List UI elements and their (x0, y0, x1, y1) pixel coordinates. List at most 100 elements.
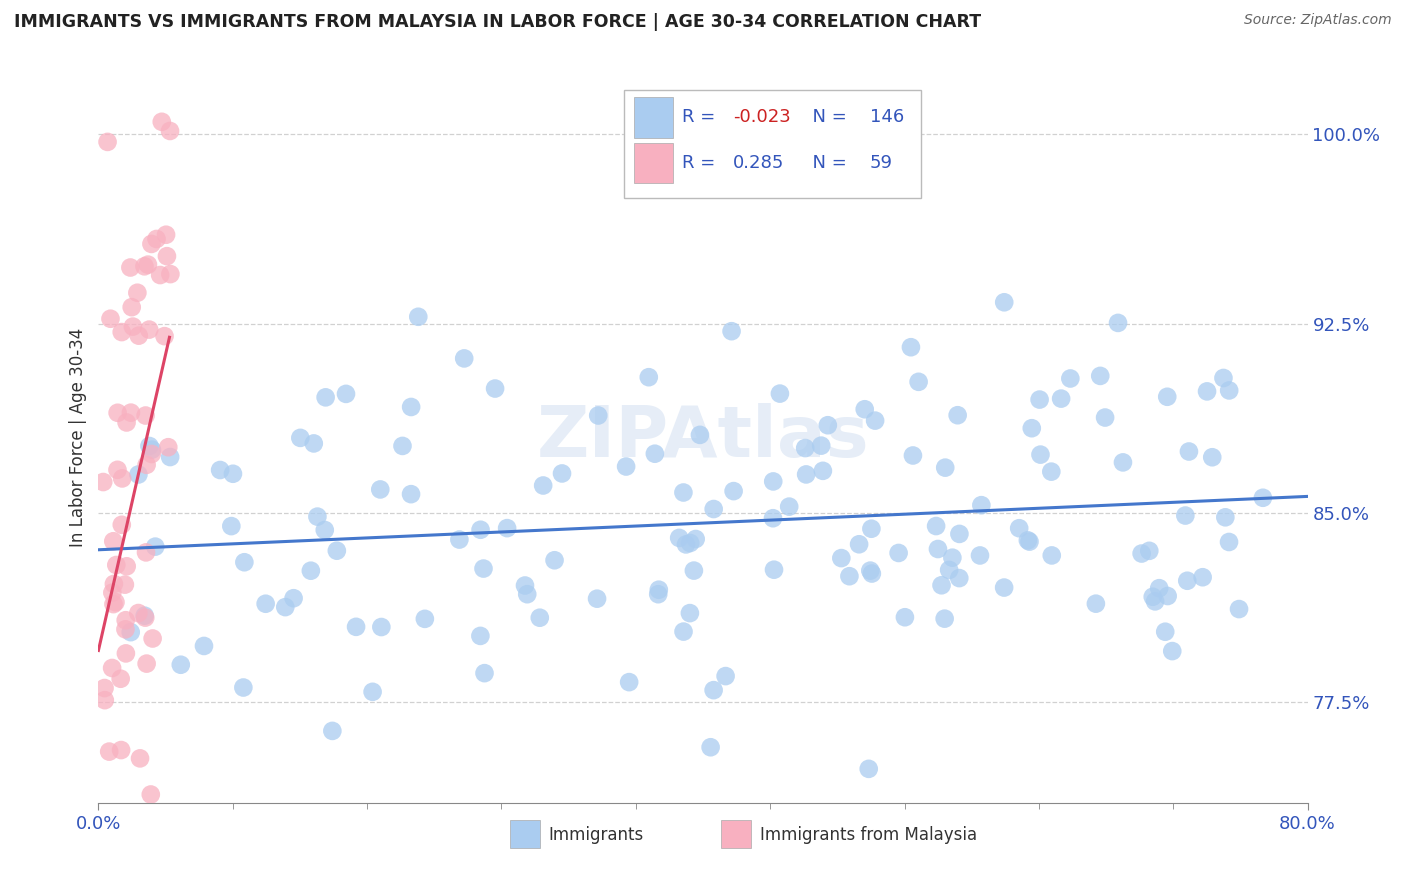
Point (103, 577, 125, 591)
Point (672, 485, 695, 500)
Point (134, 260, 156, 274)
Point (1050, 392, 1073, 406)
Point (648, 582, 671, 597)
Point (134, 608, 156, 623)
Point (529, 611, 551, 625)
Text: IMMIGRANTS VS IMMIGRANTS FROM MALAYSIA IN LABOR FORCE | AGE 30-34 CORRELATION CH: IMMIGRANTS VS IMMIGRANTS FROM MALAYSIA I… (14, 13, 981, 31)
Point (679, 606, 702, 620)
Point (143, 540, 166, 554)
Point (142, 632, 165, 646)
Point (127, 285, 149, 300)
Point (111, 517, 134, 532)
Point (586, 409, 609, 423)
Point (720, 324, 742, 338)
Point (614, 459, 637, 474)
Point (370, 620, 392, 634)
Point (848, 537, 870, 551)
Point (159, 124, 181, 138)
Point (860, 522, 883, 536)
Point (672, 624, 695, 639)
Point (1195, 384, 1218, 399)
Bar (509, 821, 540, 848)
Point (689, 428, 711, 442)
Point (368, 483, 391, 497)
Point (1154, 624, 1177, 639)
Point (934, 460, 956, 475)
Point (283, 591, 305, 606)
Point (685, 532, 707, 546)
Point (232, 681, 254, 695)
Text: 59: 59 (870, 153, 893, 172)
Point (141, 236, 163, 251)
Point (302, 436, 325, 450)
Point (1251, 491, 1274, 505)
Point (1112, 455, 1135, 469)
Point (931, 578, 953, 592)
Point (1028, 392, 1050, 407)
Point (938, 563, 960, 577)
Text: 146: 146 (870, 109, 904, 127)
Point (927, 541, 949, 556)
Point (516, 587, 538, 601)
Point (326, 543, 349, 558)
Point (811, 464, 834, 478)
Point (129, 751, 152, 765)
Point (139, 788, 162, 802)
Point (531, 478, 554, 492)
Point (134, 610, 156, 624)
Point (1218, 384, 1240, 398)
Point (135, 657, 157, 671)
Text: N =: N = (801, 109, 852, 127)
Point (101, 661, 124, 675)
Point (399, 487, 422, 501)
Point (114, 623, 136, 637)
Point (315, 390, 337, 404)
Point (155, 227, 177, 242)
Point (637, 370, 659, 384)
Point (858, 762, 880, 776)
Text: R =: R = (682, 153, 721, 172)
Point (900, 340, 922, 354)
Point (1144, 594, 1167, 608)
Point (107, 463, 129, 477)
Point (120, 260, 142, 275)
Point (1175, 574, 1198, 588)
Point (470, 629, 492, 643)
Point (1040, 549, 1063, 563)
Point (472, 561, 495, 575)
Point (1191, 570, 1213, 584)
Point (111, 325, 134, 339)
Point (254, 597, 277, 611)
Point (860, 566, 883, 581)
Text: ZIPAtlas: ZIPAtlas (537, 402, 869, 472)
Point (274, 600, 297, 615)
Point (115, 647, 138, 661)
Point (679, 536, 702, 550)
Point (1090, 368, 1112, 383)
Point (141, 447, 163, 461)
Point (993, 581, 1015, 595)
Point (543, 553, 565, 567)
Point (128, 328, 150, 343)
Point (156, 249, 179, 263)
Point (221, 519, 243, 533)
Point (1059, 371, 1081, 385)
Point (1156, 589, 1178, 603)
Point (675, 537, 697, 551)
Point (794, 467, 817, 482)
Point (138, 323, 160, 337)
Point (1156, 390, 1178, 404)
Point (96, 863, 118, 878)
Point (321, 723, 343, 738)
Point (1040, 465, 1063, 479)
Point (778, 500, 800, 514)
Point (474, 666, 496, 681)
Point (901, 449, 924, 463)
Point (141, 442, 163, 457)
Point (91, 475, 114, 489)
Point (120, 625, 142, 640)
Point (111, 471, 134, 485)
FancyBboxPatch shape (624, 90, 921, 198)
Point (723, 484, 745, 499)
Point (159, 450, 181, 464)
